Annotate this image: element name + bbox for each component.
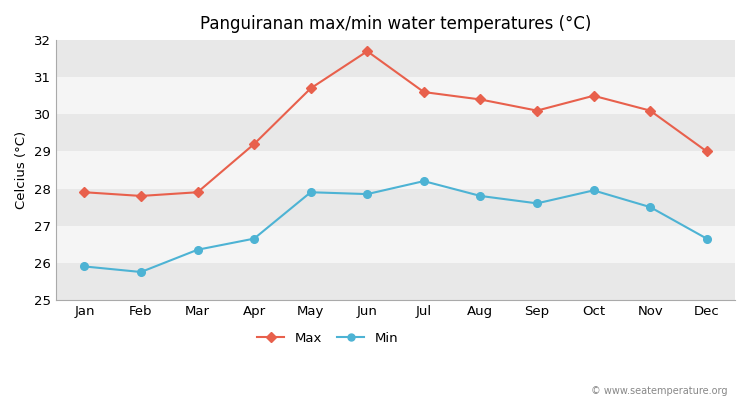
Bar: [56, 40, 735, 77]
Bar: [56, 226, 735, 263]
Y-axis label: Celcius (°C): Celcius (°C): [15, 131, 28, 209]
Bar: [56, 114, 735, 152]
Bar: [56, 263, 735, 300]
Bar: [56, 152, 735, 188]
Text: © www.seatemperature.org: © www.seatemperature.org: [591, 386, 728, 396]
Bar: [56, 77, 735, 114]
Legend: Max, Min: Max, Min: [252, 327, 404, 350]
Title: Panguiranan max/min water temperatures (°C): Panguiranan max/min water temperatures (…: [200, 15, 591, 33]
Bar: [56, 188, 735, 226]
